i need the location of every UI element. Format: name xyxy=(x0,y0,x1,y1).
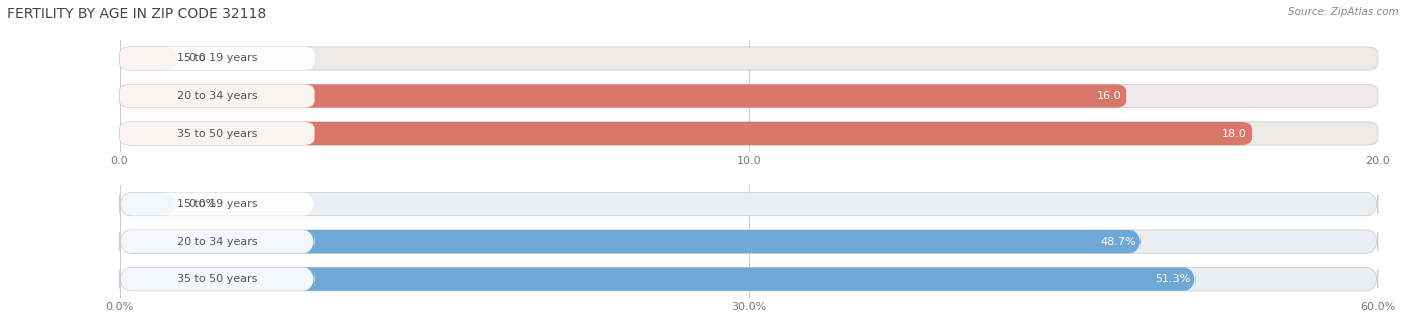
FancyBboxPatch shape xyxy=(120,47,1378,70)
Text: 18.0: 18.0 xyxy=(1222,128,1247,138)
FancyBboxPatch shape xyxy=(120,230,315,253)
FancyBboxPatch shape xyxy=(120,267,1195,291)
FancyBboxPatch shape xyxy=(120,84,1126,108)
FancyBboxPatch shape xyxy=(120,47,315,70)
FancyBboxPatch shape xyxy=(120,230,1378,253)
FancyBboxPatch shape xyxy=(120,122,315,145)
FancyBboxPatch shape xyxy=(120,122,1251,145)
Text: 48.7%: 48.7% xyxy=(1101,237,1136,247)
Text: 35 to 50 years: 35 to 50 years xyxy=(177,274,257,284)
FancyBboxPatch shape xyxy=(120,84,1378,108)
Text: 0.0: 0.0 xyxy=(188,54,207,64)
Text: 35 to 50 years: 35 to 50 years xyxy=(177,128,257,138)
Text: 16.0: 16.0 xyxy=(1097,91,1121,101)
FancyBboxPatch shape xyxy=(120,230,1140,253)
FancyBboxPatch shape xyxy=(120,193,1378,216)
Text: FERTILITY BY AGE IN ZIP CODE 32118: FERTILITY BY AGE IN ZIP CODE 32118 xyxy=(7,7,266,21)
FancyBboxPatch shape xyxy=(120,267,1378,291)
Text: 15 to 19 years: 15 to 19 years xyxy=(177,54,257,64)
Text: 51.3%: 51.3% xyxy=(1156,274,1191,284)
FancyBboxPatch shape xyxy=(120,47,176,70)
Text: 15 to 19 years: 15 to 19 years xyxy=(177,199,257,209)
FancyBboxPatch shape xyxy=(120,122,1378,145)
FancyBboxPatch shape xyxy=(120,193,176,216)
FancyBboxPatch shape xyxy=(120,84,315,108)
FancyBboxPatch shape xyxy=(120,267,315,291)
Text: 0.0%: 0.0% xyxy=(188,199,217,209)
Text: 20 to 34 years: 20 to 34 years xyxy=(177,91,257,101)
Text: Source: ZipAtlas.com: Source: ZipAtlas.com xyxy=(1288,7,1399,17)
Text: 20 to 34 years: 20 to 34 years xyxy=(177,237,257,247)
FancyBboxPatch shape xyxy=(120,193,315,216)
